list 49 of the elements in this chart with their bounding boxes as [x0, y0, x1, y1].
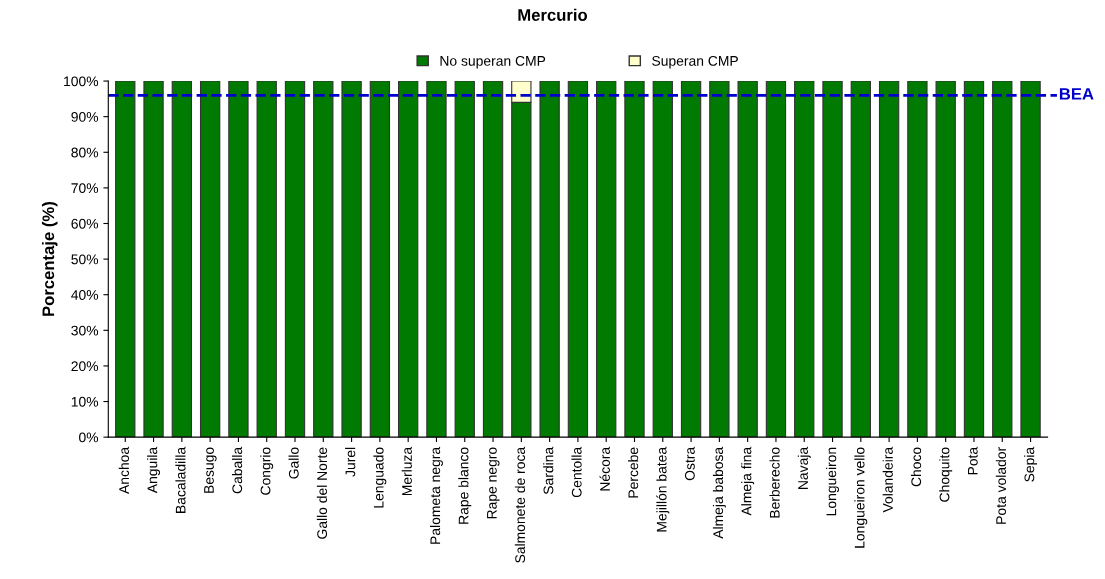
- y-tick-label: 0%: [79, 432, 99, 443]
- x-tick-label: Ostra: [684, 446, 695, 481]
- x-tick-label: Sardina: [543, 446, 554, 495]
- chart-title: Mercurio: [518, 8, 588, 21]
- y-tick-label: 10%: [71, 396, 99, 407]
- legend-label: Superan CMP: [652, 55, 738, 69]
- ref-line-label: BEA: [1059, 88, 1094, 100]
- x-tick-label: Centolla: [571, 446, 582, 498]
- y-tick-label: 90%: [71, 112, 99, 122]
- y-tick-label: 70%: [71, 183, 99, 194]
- y-tick-label: 50%: [71, 254, 99, 265]
- y-tick-label: 20%: [71, 361, 99, 372]
- x-tick-label: Anchoa: [118, 446, 129, 494]
- x-tick-label: Longueiron: [826, 447, 839, 516]
- x-tick-label: Jurel: [345, 447, 356, 477]
- x-tick-label: Lenguado: [373, 447, 387, 508]
- x-tick-label: Salmonete de roca: [514, 446, 526, 563]
- x-tick-label: Longueiron vello: [854, 447, 868, 548]
- x-tick-label: Navaja: [797, 446, 811, 489]
- x-tick-label: Pota: [968, 446, 978, 475]
- legend-label: No superan CMP: [440, 55, 546, 69]
- x-tick-label: Anguila: [147, 446, 161, 494]
- x-tick-label: Volandeira: [882, 446, 893, 513]
- y-tick-label: 80%: [71, 147, 99, 158]
- y-tick-label: 60%: [71, 218, 99, 229]
- y-tick-label: 100%: [64, 76, 99, 87]
- x-tick-label: Gallo: [288, 447, 299, 479]
- x-tick-label: Merluza: [401, 446, 412, 496]
- x-tick-label: Sepia: [1024, 446, 1038, 482]
- x-tick-label: Caballa: [231, 446, 243, 494]
- x-tick-label: Congrio: [260, 447, 274, 495]
- x-tick-label: Rape blanco: [458, 447, 472, 524]
- x-tick-label: Almeja fina: [741, 446, 755, 516]
- x-tick-label: Gallo del Norte: [316, 447, 328, 539]
- y-axis-title: Porcentaje (%): [41, 202, 58, 316]
- x-tick-label: Pota volador: [995, 447, 1006, 524]
- y-tick-label: 40%: [71, 290, 99, 300]
- x-tick-label: Almeja babosa: [712, 446, 726, 539]
- x-tick-label: Choquito: [939, 447, 953, 502]
- x-tick-label: Bacaladilla: [175, 446, 186, 513]
- x-tick-label: Palometa negra: [429, 446, 443, 544]
- x-tick-label: Choco: [910, 447, 922, 487]
- y-tick-label: 30%: [71, 325, 99, 336]
- x-tick-label: Berberecho: [769, 447, 780, 518]
- x-tick-label: Nécora: [599, 446, 610, 491]
- x-tick-label: Mejillón batea: [656, 446, 670, 532]
- x-tick-label: Rape negro: [487, 447, 500, 519]
- x-tick-label: Percebe: [628, 447, 639, 498]
- x-tick-label: Besugo: [204, 447, 217, 493]
